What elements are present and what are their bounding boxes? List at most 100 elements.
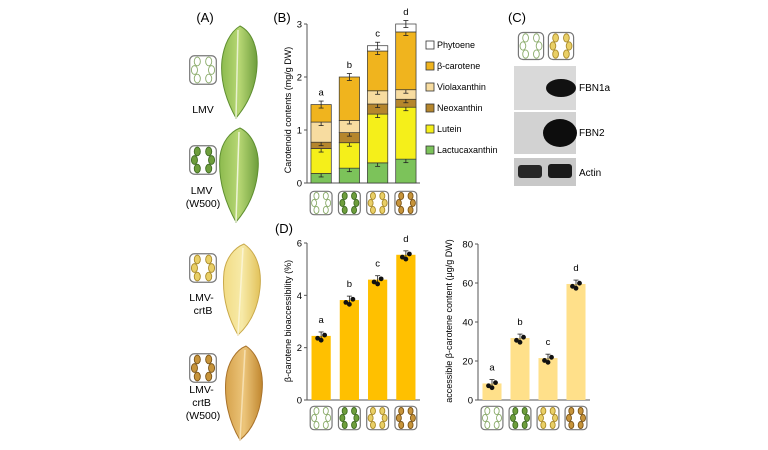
plastid-shape xyxy=(540,420,547,430)
leaf-panel xyxy=(219,25,263,441)
y-tick-label: 0 xyxy=(297,179,302,190)
blot-label-fbn2: FBN2 xyxy=(579,128,605,139)
legend-label-violaxanthin: Violaxanthin xyxy=(437,82,486,92)
replicate-dot xyxy=(318,337,324,343)
x-axis-plastid-icon xyxy=(536,405,560,431)
legend-swatch-neoxanthin xyxy=(425,103,435,113)
plastid-shape xyxy=(512,406,519,416)
significance-letter: a xyxy=(489,363,495,374)
plastid-shape xyxy=(313,420,320,430)
chart-d1-plot: 0 2 4 6 a b c d xyxy=(297,234,420,407)
y-tick-label: 60 xyxy=(462,279,473,290)
plastid-shape xyxy=(205,146,213,157)
plastid-shape xyxy=(369,205,376,215)
plastid-shape xyxy=(190,363,198,373)
replicate-dot xyxy=(542,358,547,363)
leaf-label-crtb: LMV- crtB xyxy=(189,292,216,317)
chart-b-plot: 0 1 2 3 a b c d xyxy=(297,7,420,190)
plastid-shape xyxy=(535,41,543,51)
plastid-shape xyxy=(566,413,572,423)
legend-swatch-phytoene xyxy=(425,40,435,50)
plastid-shape xyxy=(379,205,386,215)
leaf-photo-crtb xyxy=(223,243,261,336)
legend-label-neoxanthin: Neoxanthin xyxy=(437,103,483,113)
replicate-dot xyxy=(399,254,405,260)
plastid-shape xyxy=(580,413,586,423)
plastid-shape xyxy=(538,413,544,423)
plastid-shape xyxy=(190,155,198,165)
plastid-shape xyxy=(193,73,201,84)
y-tick-label: 40 xyxy=(462,318,473,329)
plastid-shape xyxy=(577,420,584,430)
y-tick-label: 0 xyxy=(297,396,302,407)
plastid-shape xyxy=(568,420,575,430)
plastid-shape xyxy=(367,198,374,208)
plastid-shape xyxy=(311,198,318,208)
x-axis-plastid-icon xyxy=(337,405,361,431)
plastid-shape xyxy=(205,56,213,67)
plastid-shape xyxy=(549,420,556,430)
plastid-shape xyxy=(552,413,558,423)
plastid-shape xyxy=(533,49,540,59)
replicate-dot xyxy=(346,301,352,307)
replicate-dot xyxy=(378,276,384,282)
chart-b-legend: Phytoene β-carotene Violaxanthin Neoxant… xyxy=(425,40,498,155)
significance-letter: b xyxy=(347,279,352,290)
plastid-shape xyxy=(565,41,573,51)
bar xyxy=(538,358,558,400)
leaf-vein-crtb xyxy=(237,247,244,336)
stacked-bar-segment xyxy=(395,31,417,91)
plastid-shape xyxy=(369,191,376,201)
blot-band-actin-1 xyxy=(518,165,542,178)
leaf-photo-crtb-w500 xyxy=(225,345,263,441)
plastid-shape xyxy=(522,49,529,59)
blot-label-fbn1a: FBN1a xyxy=(579,83,611,94)
significance-letter: d xyxy=(573,263,578,274)
plastid-shape xyxy=(381,413,388,423)
plastid-shape xyxy=(341,205,348,215)
panel-label-a: (A) xyxy=(196,10,213,25)
plastid-shape xyxy=(521,406,528,416)
replicate-dot xyxy=(549,354,554,360)
leaf-photo-lmv xyxy=(221,25,258,119)
plastid-shape xyxy=(407,406,414,416)
replicate-dot xyxy=(517,339,523,345)
plastid-shape xyxy=(193,371,201,382)
chart-b-y-axis-title: Carotenoid contents (mg/g DW) xyxy=(283,47,293,174)
legend-swatch-violaxanthin xyxy=(425,82,435,92)
plastid-shape xyxy=(353,198,360,208)
leaf-plastid-icon xyxy=(189,145,217,175)
plastid-shape xyxy=(533,33,540,43)
legend-swatch-lactucaxanthin xyxy=(425,145,435,155)
leaf-label-crtb-w500: LMV- crtB (W500) xyxy=(186,384,220,422)
plastid-shape xyxy=(510,413,516,423)
stacked-bar-segment xyxy=(367,113,389,164)
x-axis-plastid-icon xyxy=(394,190,418,216)
y-tick-label: 0 xyxy=(468,396,473,407)
plastid-shape xyxy=(549,41,557,51)
plastid-shape xyxy=(325,198,332,208)
plastid-shape xyxy=(190,65,198,75)
plastid-shape xyxy=(552,49,559,59)
replicate-dot xyxy=(489,385,495,391)
plastid-shape xyxy=(208,363,216,373)
replicate-dot xyxy=(493,380,498,386)
bar xyxy=(368,279,388,400)
replicate-dot xyxy=(315,335,321,341)
plastid-shape xyxy=(339,198,346,208)
y-tick-label: 20 xyxy=(462,357,473,368)
plastid-shape xyxy=(398,406,405,416)
x-axis-plastid-icon xyxy=(480,405,504,431)
legend-label-phytoene: Phytoene xyxy=(437,40,475,50)
plastid-shape xyxy=(398,205,405,215)
leaf-label-lmv: LMV xyxy=(192,104,214,116)
plastid-shape xyxy=(398,191,405,201)
y-tick-label: 80 xyxy=(462,240,473,251)
leaf-plastid-icon xyxy=(189,253,217,283)
plastid-shape xyxy=(379,420,386,430)
plastid-shape xyxy=(563,49,570,59)
plastid-shape xyxy=(398,420,405,430)
x-axis-plastid-icon xyxy=(366,190,390,216)
blot-band-fbn2 xyxy=(543,119,577,147)
plastid-shape xyxy=(205,371,213,382)
